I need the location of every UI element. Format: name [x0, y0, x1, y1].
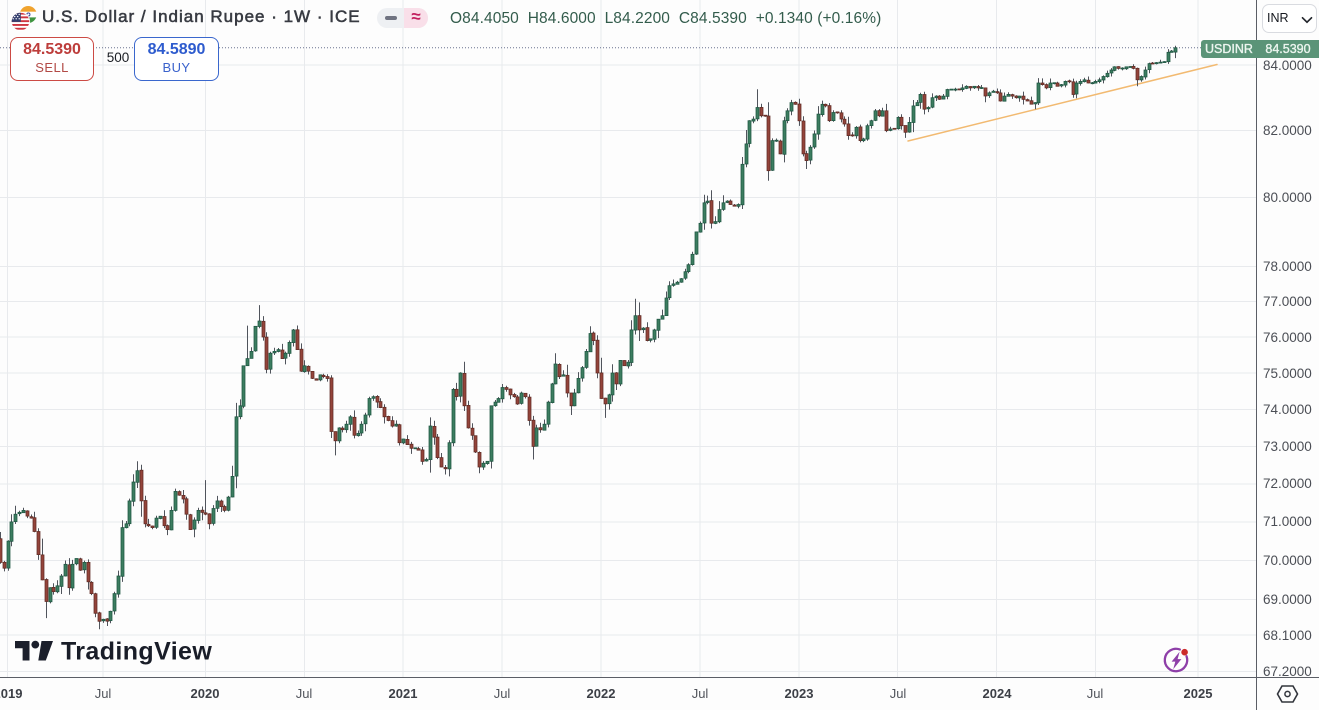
svg-text:TradingView: TradingView	[61, 639, 212, 665]
